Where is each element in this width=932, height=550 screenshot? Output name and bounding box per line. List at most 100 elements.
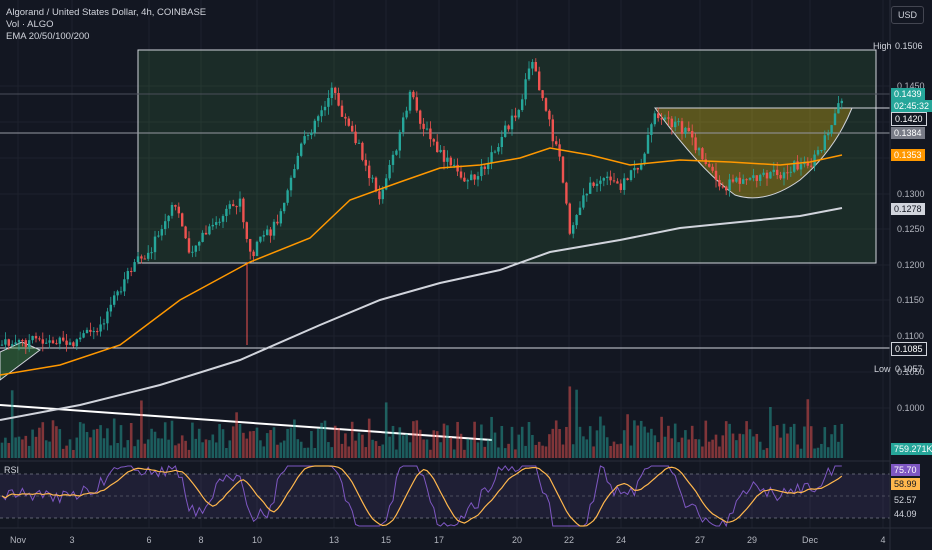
volume-bar xyxy=(248,431,252,458)
volume-bar xyxy=(262,446,266,458)
ema-200-line[interactable] xyxy=(0,207,843,421)
candle-body xyxy=(820,150,823,152)
price-tick-label: 0.1000 xyxy=(897,403,925,413)
candle-body xyxy=(442,149,446,162)
rsi-44-tag: 44.09 xyxy=(891,508,920,520)
volume-bar xyxy=(228,440,232,458)
candle-body xyxy=(293,169,296,178)
symbol-title[interactable]: Algorand / United States Dollar, 4h, COI… xyxy=(6,7,207,18)
volume-bar xyxy=(820,443,823,458)
volume-bar xyxy=(680,437,684,458)
candle-body xyxy=(283,202,286,212)
volume-bar xyxy=(452,449,456,458)
volume-bar xyxy=(629,445,633,458)
volume-bar xyxy=(687,439,691,458)
candle-body xyxy=(623,178,626,190)
volume-bar xyxy=(694,439,697,458)
cup-pattern[interactable] xyxy=(654,107,853,199)
volume-bar xyxy=(238,423,242,458)
volume-bar xyxy=(146,439,150,458)
volume-bar xyxy=(112,418,116,458)
candle-body xyxy=(398,132,401,151)
range-box[interactable] xyxy=(137,49,877,264)
volume-bar xyxy=(813,448,816,458)
volume-bar xyxy=(361,434,364,458)
candle-body xyxy=(385,178,388,190)
candle-body xyxy=(347,118,350,126)
price-tick-label: 0.1250 xyxy=(897,224,925,234)
candle-body xyxy=(68,342,72,345)
candle-body xyxy=(643,153,646,165)
chart-legend: Algorand / United States Dollar, 4h, COI… xyxy=(6,7,206,43)
currency-button[interactable]: USD xyxy=(891,6,924,24)
volume-legend[interactable]: Vol · ALGO xyxy=(6,19,54,30)
candle-body xyxy=(487,163,490,169)
volume-bar xyxy=(619,443,623,458)
volume-bar xyxy=(211,434,215,458)
candle-body xyxy=(337,92,340,106)
volume-bar xyxy=(690,425,694,458)
volume-bar xyxy=(78,422,82,458)
candle-body xyxy=(96,331,99,333)
volume-bar xyxy=(333,425,337,458)
candle-body xyxy=(527,68,531,80)
candle-body xyxy=(439,149,442,153)
volume-bar xyxy=(313,448,317,458)
volume-bar xyxy=(306,447,310,458)
volume-bar xyxy=(388,436,391,458)
candle-body xyxy=(429,128,432,140)
volume-bar xyxy=(558,429,561,458)
volume-bar xyxy=(143,443,147,458)
candle-body xyxy=(45,342,48,344)
volume-bar xyxy=(0,442,4,458)
candle-body xyxy=(548,110,551,120)
volume-bar xyxy=(809,426,813,458)
left-pattern[interactable] xyxy=(0,341,41,381)
candle-body xyxy=(187,238,191,253)
candle-body xyxy=(147,252,150,259)
volume-bar xyxy=(633,420,636,458)
candle-body xyxy=(351,125,354,132)
volume-bar xyxy=(391,425,395,458)
rsi-pane[interactable] xyxy=(0,460,890,528)
volume-bar xyxy=(541,445,544,458)
volume-bar xyxy=(201,442,204,458)
volume-bar xyxy=(378,445,381,458)
candle-body xyxy=(697,148,701,151)
rsi-ma-line[interactable] xyxy=(1,465,843,527)
candle-body xyxy=(538,71,541,91)
ema-50-line[interactable] xyxy=(0,147,843,376)
volume-bar xyxy=(116,443,119,458)
candle-body xyxy=(218,221,221,223)
volume-bar xyxy=(136,439,140,458)
ema-legend[interactable]: EMA 20/50/100/200 xyxy=(6,31,90,42)
candle-body xyxy=(235,206,238,208)
volume-bar xyxy=(17,436,21,458)
time-tick-label: 4 xyxy=(880,535,886,545)
candle-body xyxy=(371,177,374,179)
candle-body xyxy=(833,113,837,126)
candle-body xyxy=(810,165,813,167)
candle-body xyxy=(799,164,803,170)
candle-body xyxy=(640,164,643,170)
candle-body xyxy=(344,116,347,119)
time-tick-label: 8 xyxy=(198,535,204,545)
volume-bar xyxy=(293,419,296,458)
volume-bar xyxy=(320,422,323,458)
low-label: Low xyxy=(874,364,891,374)
candle-body xyxy=(691,131,694,138)
candle-body xyxy=(415,97,418,111)
candle-body xyxy=(228,204,231,209)
candle-body xyxy=(742,179,745,184)
volume-bar xyxy=(242,432,245,458)
candle-body xyxy=(354,131,357,144)
volume-bar xyxy=(194,438,198,458)
volume-bar xyxy=(272,427,276,458)
low-value-tag: 0.1057 xyxy=(895,364,923,374)
trend-line[interactable] xyxy=(0,404,493,441)
volume-bar xyxy=(741,434,745,458)
rsi-line[interactable] xyxy=(1,465,842,528)
candle-body xyxy=(194,245,197,252)
